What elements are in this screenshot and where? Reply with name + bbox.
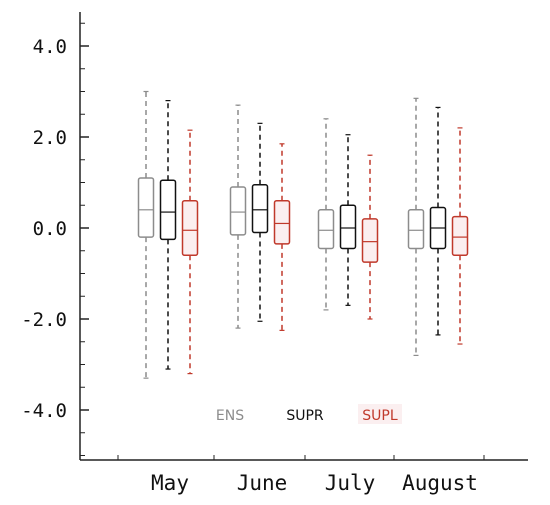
y-ticks: 4.0 2.0 0.0 -2.0 -4.0 (21, 22, 89, 456)
series-supr (159, 99, 447, 370)
y-tick-label: 0.0 (33, 218, 67, 240)
iqr-box (317, 209, 335, 250)
box-ens-june (229, 104, 247, 329)
x-tick-label: August (402, 471, 478, 495)
legend-entry-supr: SUPR (286, 408, 324, 424)
iqr-box (229, 186, 247, 236)
x-tick-label: July (325, 471, 376, 495)
legend-entry-ens: ENS (216, 408, 244, 424)
iqr-box (339, 204, 357, 250)
iqr-box (451, 215, 469, 257)
axes (79, 12, 528, 461)
iqr-box (407, 209, 425, 250)
iqr-box (361, 218, 379, 263)
box-supl-may (181, 129, 199, 375)
x-ticks: May June July August (117, 455, 485, 495)
box-series (137, 90, 469, 379)
box-supr-may (159, 99, 177, 370)
box-supr-august (429, 106, 447, 336)
box-ens-july (317, 118, 335, 311)
box-supl-august (451, 127, 469, 345)
box-ens-august (407, 97, 425, 356)
iqr-box (181, 199, 199, 257)
iqr-box (273, 199, 291, 245)
series-ens (137, 90, 425, 379)
box-supl-june (273, 143, 291, 331)
y-tick-label: 2.0 (33, 127, 67, 149)
box-supr-july (339, 134, 357, 306)
iqr-box (159, 179, 177, 241)
iqr-box (251, 184, 269, 234)
legend-entry-supl: SUPL (362, 408, 398, 424)
box-ens-may (137, 90, 155, 379)
iqr-box (137, 177, 155, 238)
y-tick-label: -4.0 (21, 400, 67, 422)
y-tick-label: -2.0 (21, 309, 67, 331)
legend-highlight (358, 404, 402, 424)
x-tick-label: June (237, 471, 288, 495)
box-supl-july (361, 154, 379, 320)
series-supl (181, 127, 469, 375)
y-tick-label: 4.0 (33, 36, 67, 58)
legend: ENS SUPR SUPL (216, 404, 402, 424)
x-tick-label: May (151, 471, 189, 495)
box-supr-june (251, 122, 269, 322)
